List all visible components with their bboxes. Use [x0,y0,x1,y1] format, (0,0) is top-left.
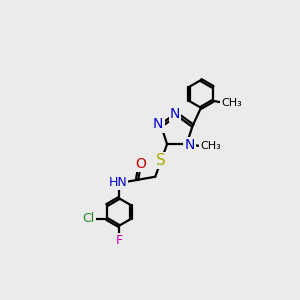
Text: S: S [156,153,166,168]
Text: N: N [153,117,164,131]
Text: O: O [135,157,146,171]
Text: N: N [184,138,195,152]
Text: CH₃: CH₃ [221,98,242,108]
Text: N: N [170,106,180,121]
Text: F: F [115,234,122,247]
Text: CH₃: CH₃ [200,142,221,152]
Text: HN: HN [108,176,127,189]
Text: Cl: Cl [83,212,95,225]
